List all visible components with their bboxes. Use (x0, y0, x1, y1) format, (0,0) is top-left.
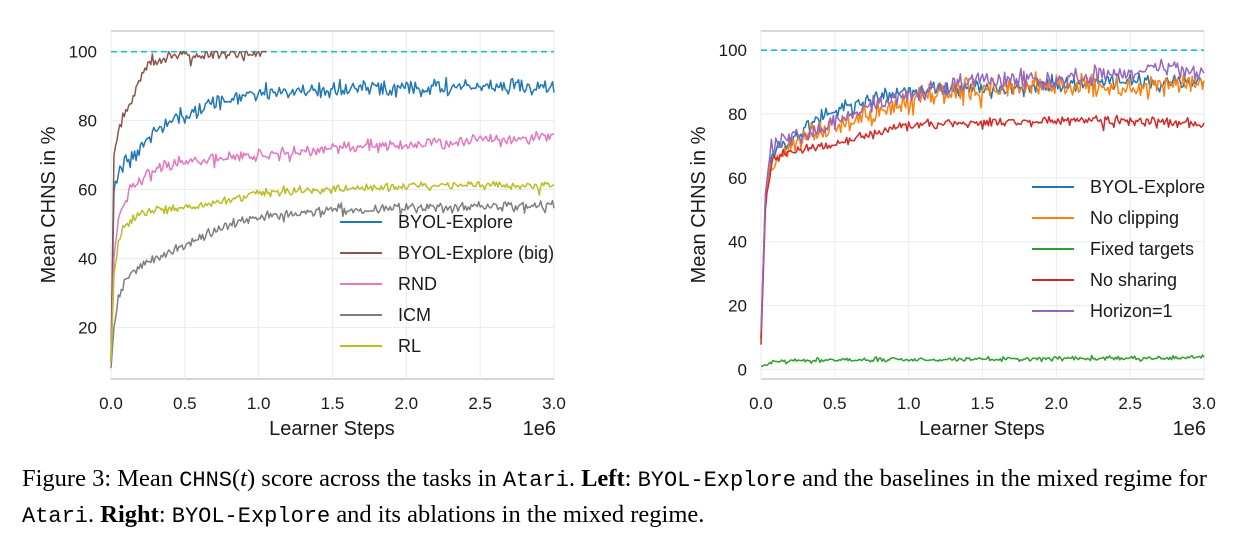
y-tick-label: 60 (78, 180, 97, 199)
series-line-icm (110, 199, 555, 369)
caption-t: t (240, 465, 247, 492)
legend-label-byol-explore-big: BYOL-Explore (big) (398, 243, 554, 263)
left-chart: 0.0 0.5 1.0 1.5 2.0 2.5 3.0 20 40 60 80 100 Learne… (38, 30, 566, 440)
x-tick-label: 0.5 (173, 394, 197, 413)
caption-text: and its ablations in the mixed regime. (330, 501, 705, 528)
legend-label-byol-explore: BYOL-Explore (1090, 177, 1205, 197)
caption-text: Figure 3: Mean (22, 465, 180, 492)
legend-label-icm: ICM (398, 305, 431, 325)
y-tick-label: 20 (78, 318, 97, 337)
series-line-horizon-1 (760, 58, 1205, 332)
y-tick-label: 80 (78, 112, 97, 131)
left-y-axis-label: Mean CHNS in % (38, 126, 60, 283)
right-y-ticks: 0 20 40 60 80 100 (719, 41, 747, 379)
caption-text: : (158, 501, 172, 528)
x-tick-label: 2.5 (1118, 394, 1142, 413)
legend-label-horizon-1: Horizon=1 (1090, 301, 1173, 321)
left-legend: BYOL-Explore BYOL-Explore (big) RND ICM RL (340, 212, 554, 356)
y-tick-label: 20 (728, 297, 747, 316)
legend-label-rl: RL (398, 336, 421, 356)
caption-paren: ) (246, 465, 256, 492)
x-tick-label: 1.5 (321, 394, 345, 413)
figure-caption: Figure 3: Mean CHNS(t) score across the … (22, 462, 1237, 534)
series-line-byol-explore-big (110, 50, 267, 362)
series-line-rl (110, 180, 555, 362)
caption-paren: ( (232, 465, 241, 492)
x-tick-label: 3.0 (1192, 394, 1216, 413)
caption-byol: BYOL-Explore (171, 504, 331, 529)
x-tick-label: 0.0 (99, 394, 123, 413)
caption-text: . (88, 501, 101, 528)
caption-text: and the baselines in the mixed regime fo… (796, 465, 1207, 492)
legend-label-no-clipping: No clipping (1090, 208, 1179, 228)
x-tick-label: 2.0 (1045, 394, 1069, 413)
right-x-ticks: 0.0 0.5 1.0 1.5 2.0 2.5 3.0 (749, 394, 1216, 413)
caption-text: : (624, 465, 638, 492)
right-series-group (760, 58, 1205, 368)
x-tick-label: 2.0 (395, 394, 419, 413)
caption-text: score across the tasks in (255, 465, 503, 492)
y-tick-label: 100 (69, 43, 97, 62)
right-x-multiplier: 1e6 (1173, 418, 1206, 440)
left-y-ticks: 20 40 60 80 100 (69, 43, 97, 338)
figure-panels: 0.0 0.5 1.0 1.5 2.0 2.5 3.0 20 40 60 80 100 Learne… (38, 30, 1216, 440)
x-tick-label: 0.5 (823, 394, 847, 413)
x-tick-label: 0.0 (749, 394, 773, 413)
caption-chns: CHNS (179, 468, 232, 493)
legend-label-byol-explore: BYOL-Explore (398, 212, 513, 232)
x-tick-label: 3.0 (542, 394, 566, 413)
x-tick-label: 1.0 (247, 394, 271, 413)
legend-label-fixed-targets: Fixed targets (1090, 239, 1194, 259)
caption-byol: BYOL-Explore (637, 468, 796, 493)
right-x-axis-label: Learner Steps (919, 418, 1045, 440)
series-line-byol-explore (110, 76, 555, 362)
left-x-axis-label: Learner Steps (269, 418, 395, 440)
legend-label-rnd: RND (398, 274, 437, 294)
y-tick-label: 0 (738, 360, 747, 379)
x-tick-label: 2.5 (468, 394, 492, 413)
series-line-rnd (110, 130, 555, 363)
caption-left-label: Left (581, 465, 625, 492)
y-tick-label: 60 (728, 169, 747, 188)
x-tick-label: 1.0 (897, 394, 921, 413)
x-tick-label: 1.5 (971, 394, 995, 413)
y-tick-label: 40 (728, 233, 747, 252)
y-tick-label: 100 (719, 41, 747, 60)
right-y-axis-label: Mean CHNS in % (688, 126, 710, 283)
y-tick-label: 80 (728, 105, 747, 124)
series-line-no-sharing (760, 114, 1205, 345)
y-tick-label: 40 (78, 249, 97, 268)
caption-atari: Atari (502, 468, 569, 493)
series-line-fixed-targets (760, 354, 1205, 368)
left-series-group (110, 50, 555, 369)
right-legend: BYOL-Explore No clipping Fixed targets No s… (1032, 177, 1205, 321)
caption-atari: Atari (22, 504, 89, 529)
caption-text: . (568, 465, 582, 492)
caption-right-label: Right (100, 501, 159, 528)
left-x-ticks: 0.0 0.5 1.0 1.5 2.0 2.5 3.0 (99, 394, 566, 413)
legend-label-no-sharing: No sharing (1090, 270, 1177, 290)
right-chart: 0.0 0.5 1.0 1.5 2.0 2.5 3.0 0 20 40 60 80 100 Learn… (688, 30, 1216, 440)
left-x-multiplier: 1e6 (523, 418, 556, 440)
